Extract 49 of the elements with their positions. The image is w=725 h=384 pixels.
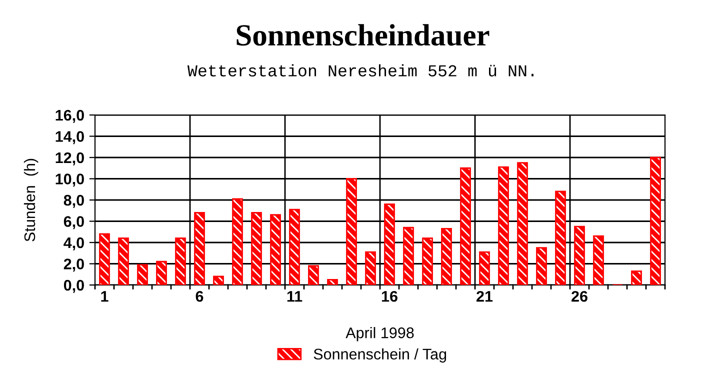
bar xyxy=(213,276,224,285)
bar xyxy=(365,251,376,285)
bar xyxy=(593,235,604,285)
bar xyxy=(232,198,243,285)
bar xyxy=(308,265,319,285)
chart-subtitle: Wetterstation Neresheim 552 m ü NN. xyxy=(187,64,534,76)
x-tick-label: 6 xyxy=(196,290,204,302)
x-tick-label: 21 xyxy=(476,290,493,302)
bar xyxy=(270,214,281,285)
y-tick-label: 16,0 xyxy=(56,110,84,123)
bar xyxy=(99,233,110,285)
bar xyxy=(498,166,509,285)
bar xyxy=(194,212,205,285)
y-tick-label: 10,0 xyxy=(56,174,84,187)
bar xyxy=(517,162,528,285)
y-axis-title: Stunden (h) xyxy=(24,158,38,242)
bar xyxy=(574,226,585,285)
x-axis-title: April 1998 xyxy=(346,327,414,342)
bar xyxy=(384,204,395,285)
y-tick-label: 2,0 xyxy=(64,258,84,272)
x-tick-label: 1 xyxy=(101,291,108,302)
bar xyxy=(175,238,186,285)
bar xyxy=(460,167,471,285)
bar xyxy=(650,156,661,285)
bar xyxy=(251,212,262,285)
bar xyxy=(555,190,566,285)
y-tick-label: 8,0 xyxy=(64,194,84,208)
bar xyxy=(137,264,148,285)
bar xyxy=(479,251,490,285)
y-tick-label: 14,0 xyxy=(56,131,84,144)
bar xyxy=(289,208,300,285)
x-tick-label: 16 xyxy=(382,290,398,302)
x-tick-label: 26 xyxy=(572,290,588,302)
bar xyxy=(422,238,433,285)
y-tick-label: 12,0 xyxy=(56,152,84,166)
bar xyxy=(441,228,452,285)
bar xyxy=(536,247,547,285)
bar xyxy=(156,260,167,285)
bar xyxy=(327,278,338,285)
bar xyxy=(346,178,357,285)
legend-label: Sonnenschein / Tag xyxy=(314,348,446,363)
x-tick-label: 11 xyxy=(287,291,302,302)
y-tick-label: 0,0 xyxy=(64,280,84,293)
y-tick-label: 4,0 xyxy=(64,237,84,250)
chart-title: Sonnenscheindauer xyxy=(236,24,490,46)
y-tick-label: 6,0 xyxy=(64,216,84,230)
bar xyxy=(118,238,129,285)
bar xyxy=(403,226,414,285)
bar xyxy=(631,270,642,285)
